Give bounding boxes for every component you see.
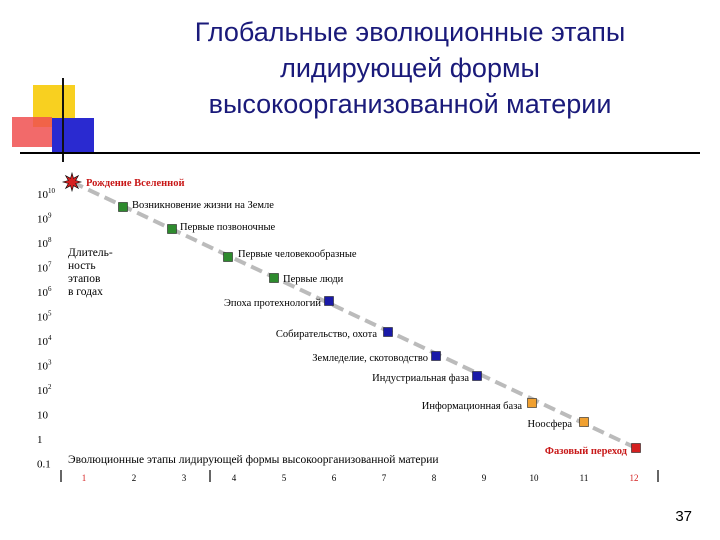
x-tick-label: 5 xyxy=(282,473,287,483)
x-tick-label: 2 xyxy=(132,473,137,483)
y-tick-label: 108 xyxy=(37,236,52,250)
stage-labels: Рождение Вселенной Возникновение жизни на… xyxy=(86,178,628,457)
stage-marker xyxy=(631,443,641,453)
stage-label: Рождение Вселенной xyxy=(86,178,185,189)
stage-marker xyxy=(167,224,177,234)
y-axis-label-line: Длитель- xyxy=(68,247,113,259)
decor-blue-block xyxy=(52,118,94,152)
stage-label: Первые человекообразные xyxy=(238,249,357,260)
x-tick-label: 7 xyxy=(382,473,387,483)
x-tick-label: 1 xyxy=(82,473,87,483)
y-tick-label: 10 xyxy=(37,410,49,422)
trend-line xyxy=(71,180,637,450)
x-tick-label: 9 xyxy=(482,473,487,483)
x-tick-label: 11 xyxy=(580,473,589,483)
stage-label: Информационная база xyxy=(422,401,523,412)
x-axis-label: Эволюционные этапы лидирующей формы высо… xyxy=(68,454,439,466)
y-axis-label-line: в годах xyxy=(68,286,103,298)
x-tick-label: 3 xyxy=(182,473,187,483)
stage-label: Первые люди xyxy=(283,274,344,285)
stage-marker xyxy=(269,273,279,283)
stage-label: Земледелие, скотоводство xyxy=(312,353,428,364)
y-tick-label: 103 xyxy=(37,359,52,373)
y-tick-label: 0.1 xyxy=(37,459,51,471)
x-tick-label: 6 xyxy=(332,473,337,483)
title-line-1: Глобальные эволюционные этапы xyxy=(194,17,626,47)
stage-label: Возникновение жизни на Земле xyxy=(132,200,274,211)
y-tick-label: 109 xyxy=(37,212,52,226)
stage-marker-star xyxy=(61,171,83,193)
y-tick-label: 1010 xyxy=(37,187,56,201)
decor-red-block xyxy=(12,117,52,147)
stage-markers xyxy=(61,171,641,453)
y-tick-label: 106 xyxy=(37,285,52,299)
stage-label: Ноосфера xyxy=(527,419,572,430)
x-tick-label: 10 xyxy=(530,473,540,483)
y-tick-label: 107 xyxy=(37,261,52,275)
page-number: 37 xyxy=(675,508,692,525)
y-tick-label: 1 xyxy=(37,434,43,446)
y-tick-label: 104 xyxy=(37,334,52,348)
y-tick-label: 102 xyxy=(37,383,52,397)
stage-marker xyxy=(431,351,441,361)
slide-title: Глобальные эволюционные этапы лидирующей… xyxy=(120,14,700,122)
x-axis-ticks: 1 2 3 4 5 6 7 8 9 10 11 12 xyxy=(60,470,659,483)
stage-marker xyxy=(527,398,537,408)
trend-dashed-line xyxy=(71,180,637,450)
stage-marker xyxy=(118,202,128,212)
y-axis-label-line: этапов xyxy=(68,273,101,285)
x-tick-label: 4 xyxy=(232,473,237,483)
title-divider xyxy=(20,152,700,154)
stage-marker xyxy=(383,327,393,337)
x-tick-label: 8 xyxy=(432,473,437,483)
stage-label: Собирательство, охота xyxy=(276,329,377,340)
stage-marker xyxy=(472,371,482,381)
x-tick-label: 12 xyxy=(630,473,639,483)
stage-label: Эпоха протехнологий xyxy=(224,298,321,309)
stage-marker xyxy=(223,252,233,262)
stage-marker xyxy=(324,296,334,306)
stage-marker xyxy=(579,417,589,427)
decor-vertical-line xyxy=(62,78,64,162)
y-tick-label: 105 xyxy=(37,310,52,324)
stage-label: Первые позвоночные xyxy=(180,222,275,233)
stage-label: Фазовый переход xyxy=(545,446,628,457)
y-axis-label-line: ность xyxy=(68,260,96,272)
title-line-2: лидирующей формы xyxy=(280,53,540,83)
title-line-3: высокоорганизованной материи xyxy=(208,89,612,119)
stage-label: Индустриальная фаза xyxy=(372,373,469,384)
